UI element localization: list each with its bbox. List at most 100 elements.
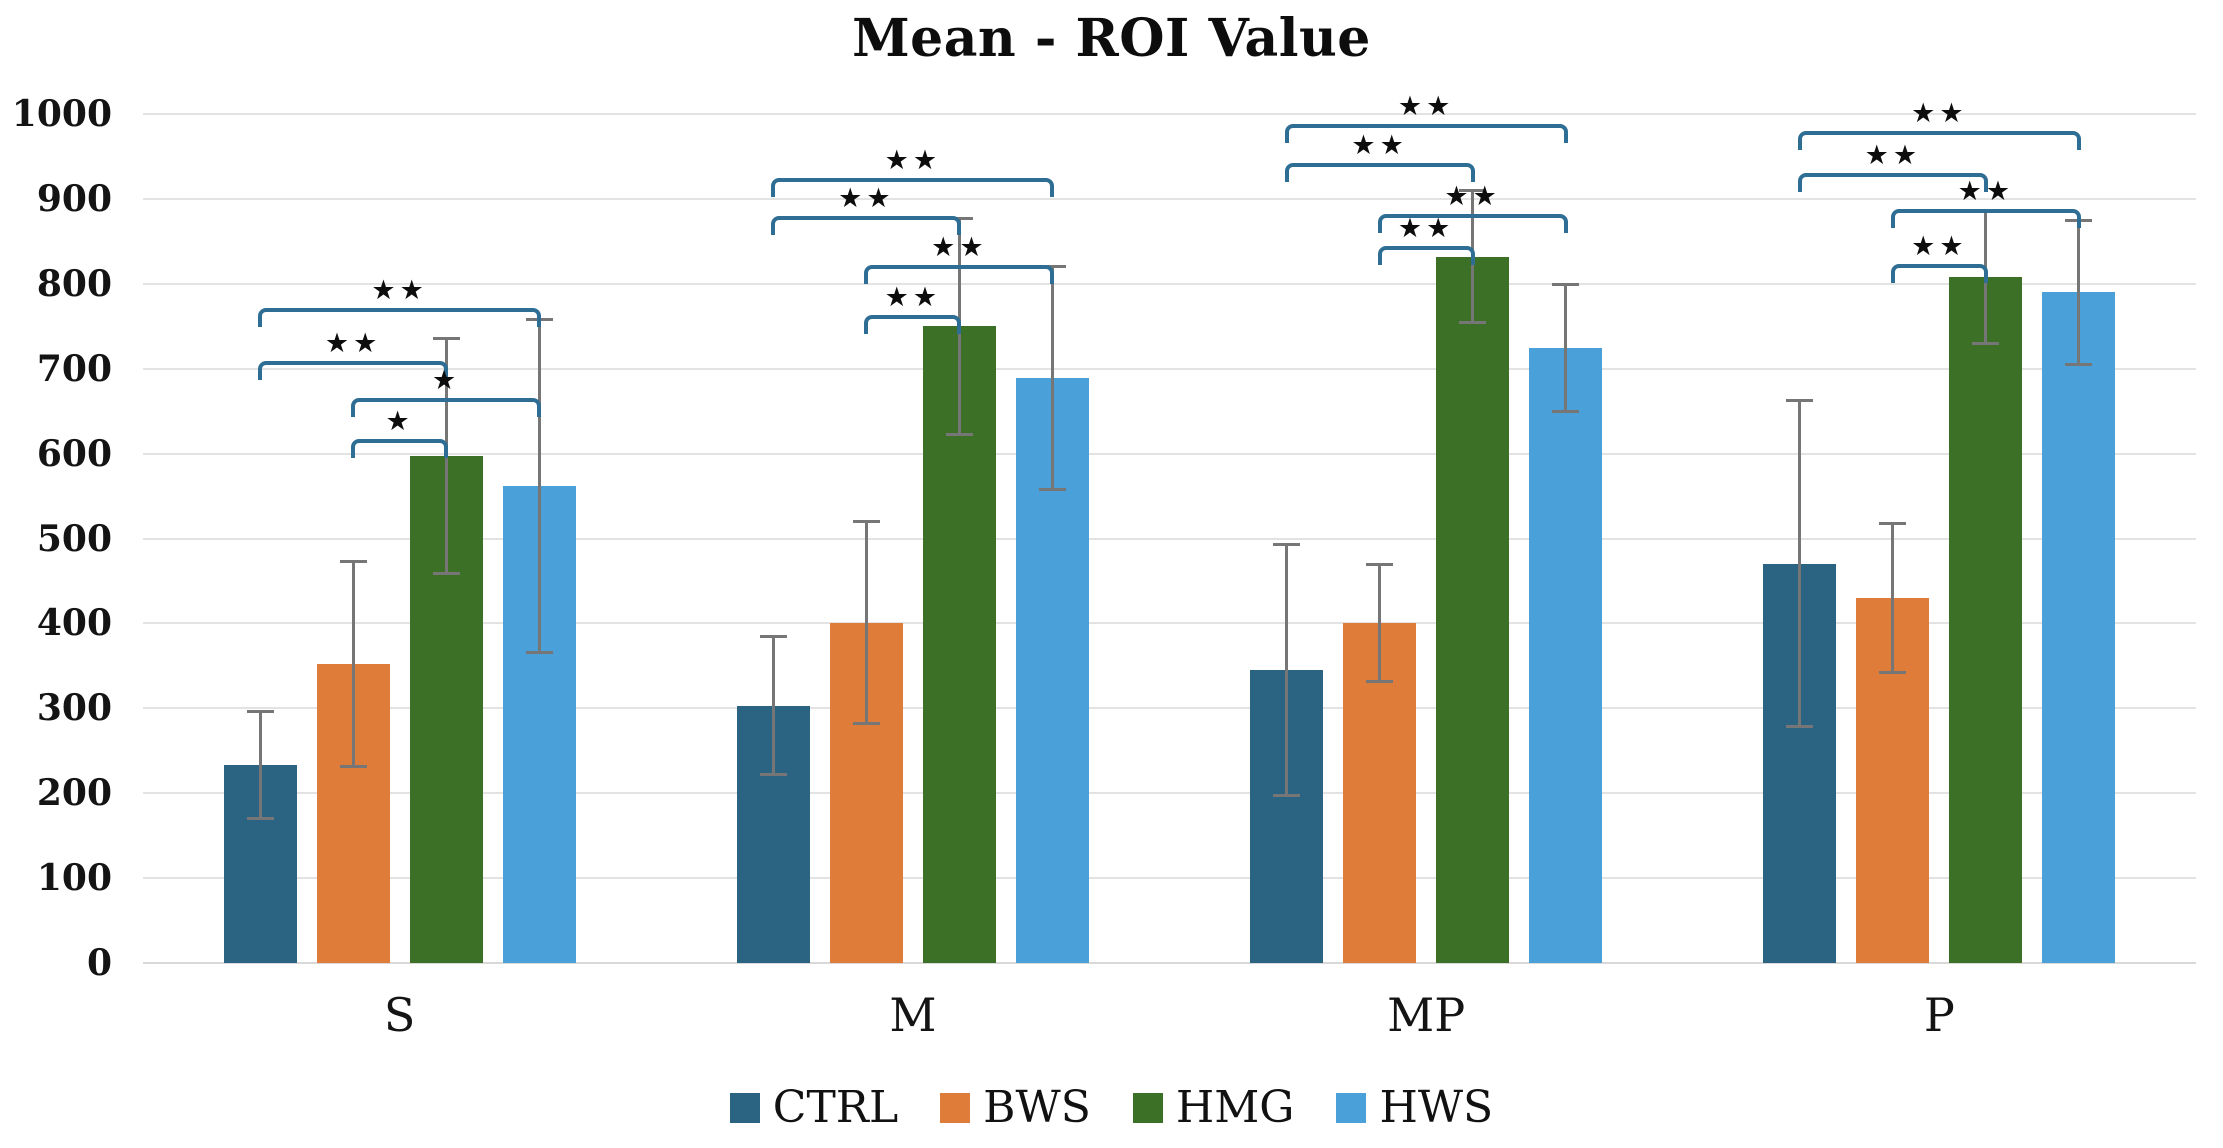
significance-stars-M-BWS-HWS: ★★ bbox=[931, 232, 988, 264]
gridline-100 bbox=[143, 877, 2196, 880]
y-tick-label-700: 700 bbox=[36, 347, 112, 390]
error-cap-top-CTRL-P bbox=[1786, 399, 1814, 403]
significance-bracket-S-CTRL-HMG bbox=[258, 361, 449, 381]
error-cap-bottom-HWS-S bbox=[525, 650, 553, 654]
y-tick-label-0: 0 bbox=[86, 942, 112, 984]
significance-bracket-P-CTRL-HWS bbox=[1797, 130, 2081, 150]
error-bar-HWS-MP bbox=[1564, 284, 1568, 412]
gridline-0 bbox=[143, 962, 2196, 964]
y-tick-label-100: 100 bbox=[36, 857, 112, 900]
error-cap-top-BWS-P bbox=[1879, 521, 1907, 525]
y-axis-tick-labels: 0 100 200 300 400 500 600 700 800 900 1000 bbox=[0, 96, 112, 981]
error-cap-top-HWS-MP bbox=[1552, 283, 1580, 287]
gridline-500 bbox=[143, 537, 2196, 540]
error-cap-bottom-HWS-MP bbox=[1552, 410, 1580, 414]
error-cap-top-BWS-M bbox=[852, 520, 880, 524]
error-cap-bottom-HWS-M bbox=[1038, 487, 1066, 491]
significance-stars-S-CTRL-HWS: ★★ bbox=[371, 274, 428, 306]
error-bar-CTRL-MP bbox=[1285, 544, 1289, 796]
error-bar-HWS-S bbox=[537, 319, 541, 653]
error-cap-top-HWS-M bbox=[1038, 265, 1066, 269]
error-cap-top-HMG-MP bbox=[1459, 188, 1487, 192]
error-bar-BWS-S bbox=[351, 561, 355, 767]
significance-stars-P-CTRL-HWS: ★★ bbox=[1911, 97, 1968, 129]
significance-bracket-MP-CTRL-HWS bbox=[1284, 124, 1568, 144]
x-axis-category-labels: S M MP P bbox=[143, 992, 2196, 1052]
significance-bracket-M-CTRL-HWS bbox=[771, 177, 1055, 197]
significance-bracket-P-BWS-HMG bbox=[1890, 264, 1988, 284]
bar-HMG-MP bbox=[1436, 256, 1510, 963]
error-bar-CTRL-M bbox=[771, 636, 775, 775]
error-bar-CTRL-P bbox=[1798, 400, 1802, 727]
significance-bracket-M-CTRL-HMG bbox=[771, 215, 962, 235]
bar-HMG-P bbox=[1949, 277, 2023, 963]
significance-stars-P-BWS-HMG: ★★ bbox=[1911, 231, 1968, 263]
error-cap-bottom-BWS-M bbox=[852, 722, 880, 726]
legend-swatch-HMG bbox=[1132, 1093, 1163, 1123]
significance-stars-S-BWS-HWS: ★ bbox=[432, 364, 461, 396]
error-cap-bottom-BWS-S bbox=[339, 765, 367, 769]
gridline-900 bbox=[143, 197, 2196, 200]
chart-title: Mean - ROI Value bbox=[852, 8, 1371, 69]
error-bar-BWS-MP bbox=[1378, 564, 1382, 682]
error-cap-top-CTRL-S bbox=[246, 710, 274, 714]
error-cap-bottom-CTRL-S bbox=[246, 817, 274, 821]
significance-stars-S-BWS-HMG: ★ bbox=[385, 406, 414, 438]
error-bar-BWS-M bbox=[864, 521, 868, 724]
error-cap-top-CTRL-MP bbox=[1273, 542, 1301, 546]
error-cap-top-HMG-S bbox=[432, 337, 460, 341]
error-cap-bottom-BWS-MP bbox=[1366, 680, 1394, 684]
category-label-MP: MP bbox=[1387, 988, 1466, 1042]
error-cap-bottom-HWS-P bbox=[2065, 362, 2093, 366]
y-tick-label-400: 400 bbox=[36, 602, 112, 645]
error-cap-bottom-HMG-M bbox=[945, 432, 973, 436]
significance-stars-MP-BWS-HWS: ★★ bbox=[1444, 181, 1501, 213]
gridline-400 bbox=[143, 622, 2196, 625]
y-tick-label-500: 500 bbox=[36, 517, 112, 560]
y-tick-label-600: 600 bbox=[36, 432, 112, 475]
significance-bracket-S-BWS-HMG bbox=[351, 439, 449, 459]
error-bar-CTRL-S bbox=[258, 711, 262, 819]
error-cap-bottom-HMG-MP bbox=[1459, 321, 1487, 325]
error-cap-bottom-HMG-S bbox=[432, 571, 460, 575]
legend-swatch-BWS bbox=[940, 1093, 971, 1123]
error-cap-top-BWS-MP bbox=[1366, 563, 1394, 567]
error-cap-bottom-CTRL-M bbox=[759, 773, 787, 777]
significance-stars-P-BWS-HWS: ★★ bbox=[1957, 176, 2015, 208]
gridline-300 bbox=[143, 707, 2196, 710]
y-tick-label-900: 900 bbox=[36, 177, 112, 220]
legend-item-CTRL: CTRL bbox=[729, 1082, 899, 1133]
legend-label-HMG: HMG bbox=[1175, 1082, 1295, 1133]
error-bar-BWS-P bbox=[1891, 523, 1895, 673]
plot-area: ★★ ★★ ★ ★ ★★ ★★ ★★ ★★ ★★ ★★ ★★ ★★ ★★ ★★ ★★ ★★ bbox=[143, 93, 2196, 964]
bar-HWS-P bbox=[2042, 292, 2116, 963]
bar-HWS-MP bbox=[1529, 348, 1603, 963]
significance-stars-MP-CTRL-HMG: ★★ bbox=[1351, 130, 1408, 162]
significance-stars-MP-BWS-HMG: ★★ bbox=[1397, 212, 1455, 244]
y-tick-label-1000: 1000 bbox=[11, 93, 112, 135]
legend-label-CTRL: CTRL bbox=[772, 1082, 899, 1133]
legend-label-HWS: HWS bbox=[1379, 1082, 1494, 1133]
error-cap-top-BWS-S bbox=[339, 559, 367, 563]
significance-stars-M-CTRL-HMG: ★★ bbox=[838, 182, 895, 214]
error-cap-top-CTRL-M bbox=[759, 635, 787, 639]
significance-bracket-M-BWS-HWS bbox=[864, 265, 1055, 285]
significance-stars-MP-CTRL-HWS: ★★ bbox=[1397, 91, 1455, 123]
significance-bracket-MP-BWS-HMG bbox=[1377, 245, 1475, 265]
significance-stars-S-CTRL-HMG: ★★ bbox=[324, 328, 382, 360]
y-tick-label-300: 300 bbox=[36, 687, 112, 730]
y-tick-label-200: 200 bbox=[36, 772, 112, 815]
error-bar-HWS-P bbox=[2077, 220, 2081, 365]
category-label-M: M bbox=[889, 988, 937, 1042]
error-cap-bottom-HMG-P bbox=[1972, 341, 2000, 345]
significance-bracket-MP-CTRL-HMG bbox=[1284, 163, 1475, 183]
legend: CTRL BWS HMG HWS bbox=[0, 1086, 2223, 1130]
legend-item-HWS: HWS bbox=[1336, 1086, 1493, 1130]
gridline-1000 bbox=[143, 113, 2196, 115]
legend-swatch-CTRL bbox=[729, 1093, 760, 1123]
significance-bracket-P-CTRL-HMG bbox=[1797, 173, 1988, 193]
category-label-P: P bbox=[1923, 988, 1955, 1042]
gridline-600 bbox=[143, 452, 2196, 455]
significance-bracket-M-BWS-HMG bbox=[864, 315, 962, 335]
